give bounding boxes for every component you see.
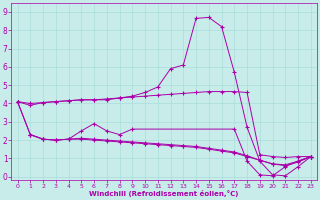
X-axis label: Windchill (Refroidissement éolien,°C): Windchill (Refroidissement éolien,°C) — [90, 190, 239, 197]
